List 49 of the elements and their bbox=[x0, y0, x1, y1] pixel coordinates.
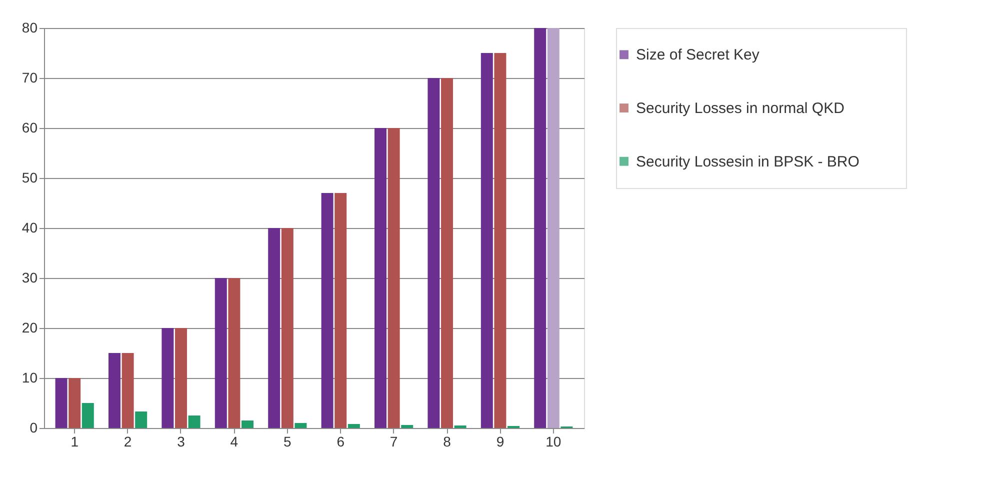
bar bbox=[135, 412, 148, 428]
bar bbox=[388, 128, 400, 428]
y-tick-label: 30 bbox=[22, 270, 38, 286]
legend-label: Security Losses in normal QKD bbox=[636, 100, 845, 117]
x-tick-label: 7 bbox=[390, 434, 398, 450]
y-tick-label: 80 bbox=[22, 20, 38, 36]
y-tick-label: 40 bbox=[22, 220, 38, 236]
y-tick-label: 70 bbox=[22, 70, 38, 86]
x-tick-label: 10 bbox=[546, 434, 562, 450]
bar bbox=[108, 353, 120, 428]
bar bbox=[321, 193, 334, 428]
bar bbox=[334, 193, 347, 428]
bar bbox=[68, 378, 81, 428]
bar bbox=[268, 228, 280, 428]
bar bbox=[242, 420, 254, 428]
x-tick-label: 5 bbox=[284, 434, 292, 450]
x-tick-label: 3 bbox=[177, 434, 186, 450]
bar bbox=[55, 378, 68, 428]
bar bbox=[534, 28, 546, 428]
bar bbox=[82, 403, 94, 428]
bar bbox=[480, 53, 493, 428]
x-tick-label: 1 bbox=[70, 434, 79, 450]
bar bbox=[214, 278, 227, 428]
bar bbox=[294, 423, 307, 428]
y-tick-label: 10 bbox=[22, 370, 38, 386]
bar bbox=[122, 353, 134, 428]
bar bbox=[441, 78, 454, 428]
bar bbox=[428, 78, 440, 428]
y-tick-label: 0 bbox=[30, 420, 38, 436]
x-tick-label: 6 bbox=[336, 434, 345, 450]
x-tick-label: 2 bbox=[124, 434, 132, 450]
legend-label: Security Lossesin in BPSK - BRO bbox=[636, 153, 860, 170]
bar bbox=[281, 228, 294, 428]
x-tick-label: 8 bbox=[443, 434, 452, 450]
bar bbox=[162, 328, 174, 428]
bar bbox=[401, 425, 414, 428]
bar bbox=[228, 278, 240, 428]
x-tick-label: 9 bbox=[496, 434, 504, 450]
bar bbox=[374, 128, 386, 428]
y-tick-label: 20 bbox=[22, 320, 38, 336]
bar bbox=[174, 328, 187, 428]
legend-label: Size of Secret Key bbox=[636, 46, 760, 64]
y-tick-label: 60 bbox=[22, 120, 38, 136]
x-tick-label: 4 bbox=[230, 434, 238, 450]
bar bbox=[547, 28, 560, 428]
bar bbox=[348, 424, 360, 428]
bar bbox=[494, 53, 506, 428]
y-tick-label: 50 bbox=[22, 170, 38, 186]
bar bbox=[188, 416, 200, 428]
